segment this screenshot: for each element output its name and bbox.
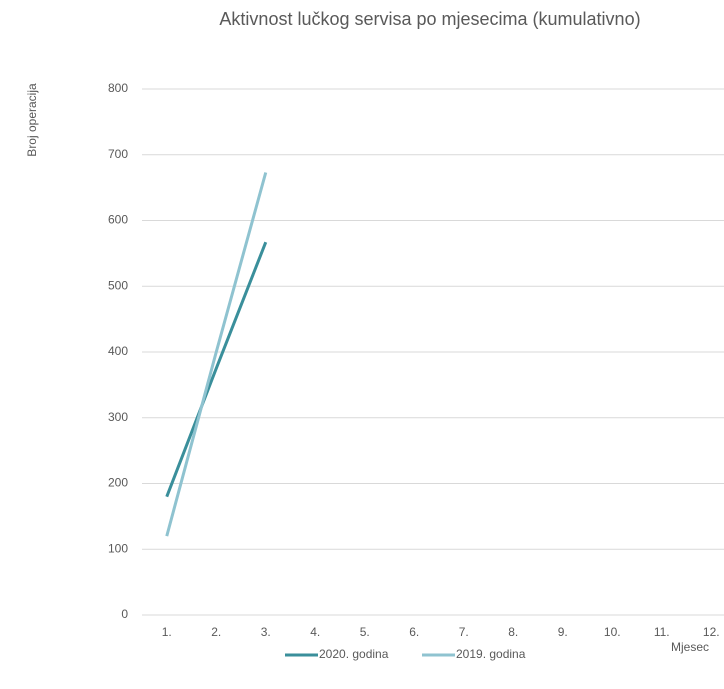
y-tick-label: 700 [108,147,128,161]
x-tick-label: 8. [508,625,518,639]
x-tick-label: 12. [703,625,720,639]
y-axis-label: Broj operacija [25,83,39,157]
x-tick-label: 11. [654,625,670,639]
x-tick-label: 10. [604,625,621,639]
x-axis-label: Mjesec [671,640,709,654]
x-tick-label: 4. [310,625,320,639]
series-line [165,241,268,498]
y-tick-label: 600 [108,213,128,227]
y-tick-label: 200 [108,476,128,490]
x-tick-label: 2. [211,625,221,639]
x-tick-label: 9. [558,625,568,639]
x-tick-label: 3. [261,625,271,639]
legend-label: 2019. godina [456,647,526,661]
series-line [165,172,268,537]
y-tick-label: 500 [108,278,128,292]
y-tick-label: 800 [108,81,128,95]
x-tick-label: 1. [162,625,172,639]
y-tick-label: 100 [108,541,128,555]
legend-label: 2020. godina [319,647,389,661]
y-tick-label: 0 [121,607,128,621]
x-tick-label: 5. [360,625,370,639]
y-tick-label: 400 [108,344,128,358]
x-tick-label: 6. [409,625,419,639]
y-tick-label: 300 [108,410,128,424]
chart-title: Aktivnost lučkog servisa po mjesecima (k… [219,9,640,29]
x-tick-label: 7. [459,625,469,639]
